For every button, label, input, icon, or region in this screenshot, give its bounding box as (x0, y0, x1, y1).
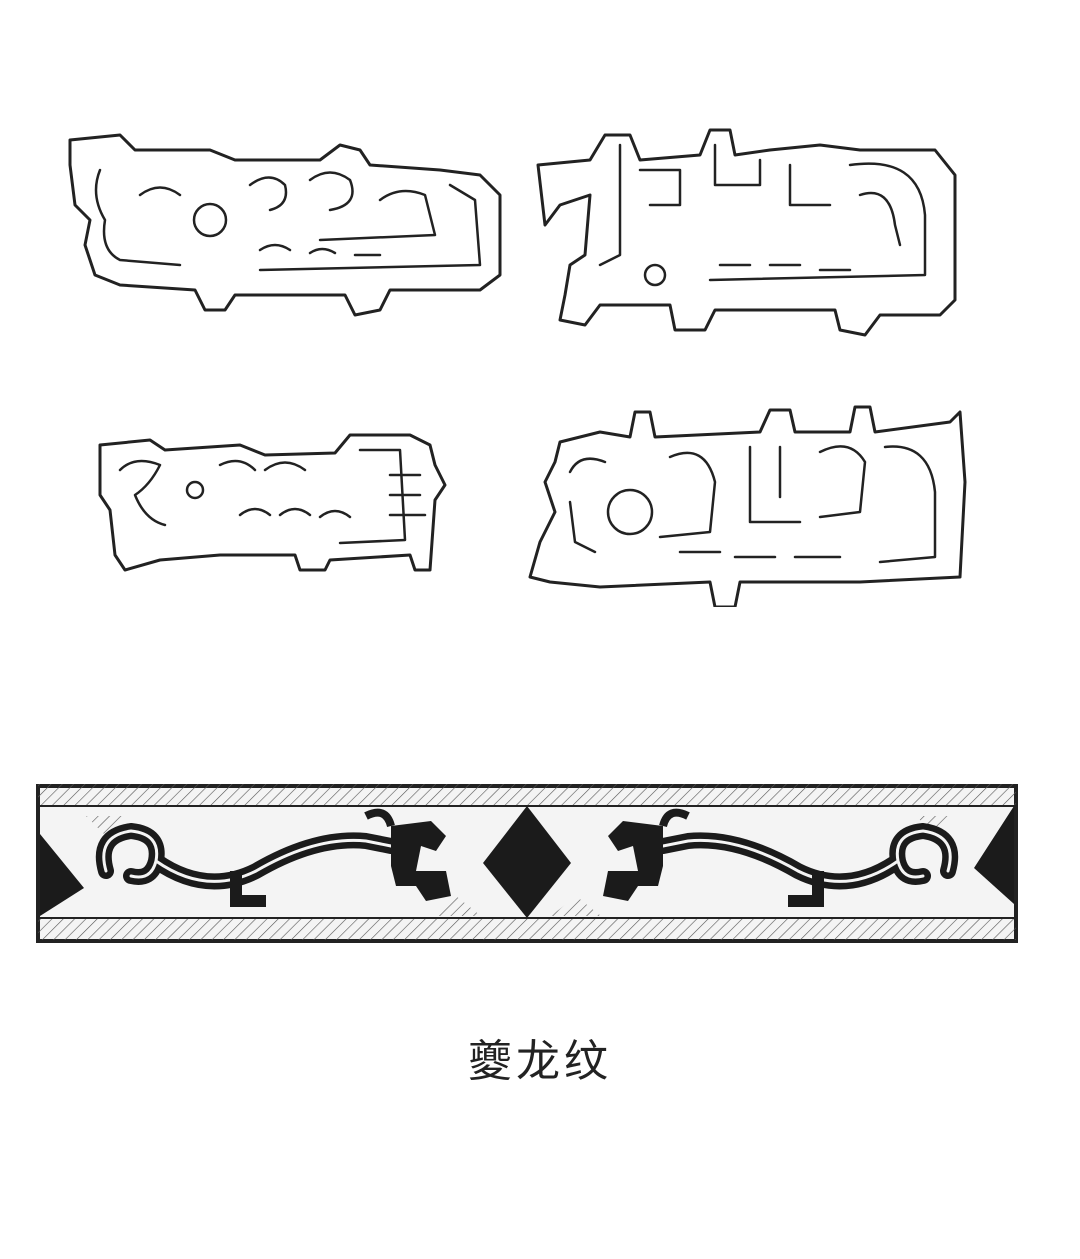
kui-dragon-outline-icon (98, 433, 447, 572)
figure-caption: 夔龙纹 (468, 1036, 612, 1087)
kui-dragon-band-rubbing-icon (36, 784, 1018, 943)
kui-dragon-outline-icon (528, 405, 967, 607)
kui-dragon-band-rubbing (36, 776, 1018, 946)
kui-dragon-motif-4 (520, 402, 970, 607)
kui-dragon-outline-icon (536, 128, 957, 337)
kui-dragon-motif-1 (60, 125, 505, 325)
kui-dragon-motif-3 (90, 425, 455, 575)
kui-dragon-outline-icon (68, 133, 502, 317)
kui-dragon-motif-2 (530, 125, 960, 340)
